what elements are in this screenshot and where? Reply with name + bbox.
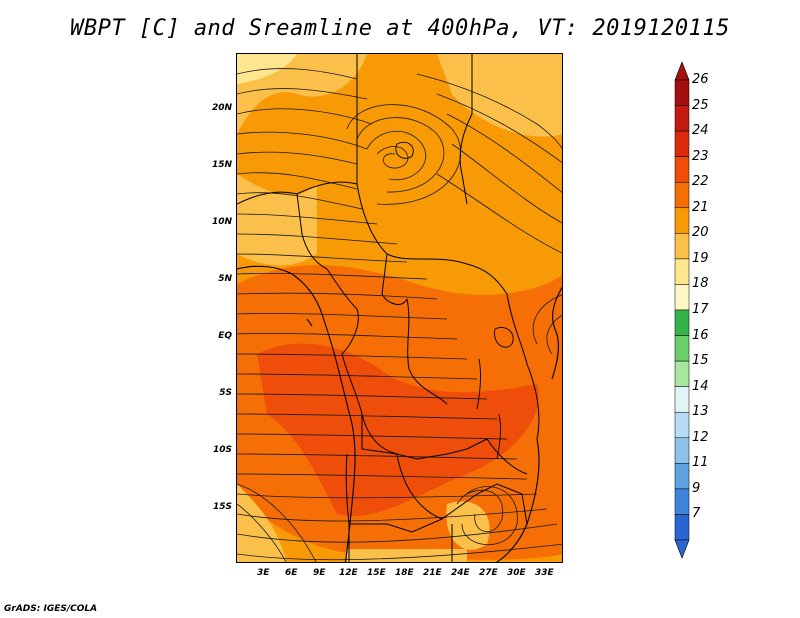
- colorbar-label: 19: [692, 250, 709, 266]
- colorbar-label: 20: [692, 225, 709, 241]
- colorbar-swatch: [674, 181, 690, 209]
- colorbar-label: 25: [692, 97, 709, 113]
- lake-tanganyika: [476, 358, 481, 410]
- band-20-21-ne: [437, 54, 562, 137]
- coastline: [237, 265, 562, 562]
- lakes: [395, 141, 514, 460]
- map-panel: [236, 53, 563, 563]
- colorbar-label: 16: [692, 327, 709, 343]
- lat-label: 15N: [211, 160, 232, 170]
- colorbar-label: 12: [692, 429, 709, 445]
- lat-label: 5S: [219, 388, 232, 398]
- colorbar-label: 13: [692, 404, 709, 420]
- colorbar-label: 14: [692, 378, 709, 394]
- colorbar-swatch: [674, 156, 690, 183]
- colorbar-swatch: [674, 514, 690, 541]
- lon-label: 27E: [479, 568, 498, 578]
- colorbar-label: 24: [692, 123, 709, 139]
- colorbar-label: 9: [692, 480, 701, 496]
- lat-label: 10N: [211, 217, 232, 227]
- band-23-24: [257, 343, 539, 516]
- colorbar-label: 7: [692, 506, 701, 522]
- credit-text: GrADS: IGES/COLA: [4, 604, 98, 614]
- colorbar-swatch: [674, 386, 690, 413]
- band-20-21-s: [347, 549, 467, 562]
- colorbar-label: 23: [692, 148, 709, 164]
- lat-label: EQ: [218, 331, 232, 341]
- colorbar-swatch: [674, 437, 690, 464]
- country-borders: [237, 54, 540, 562]
- colorbar-swatch: [674, 309, 690, 336]
- colorbar-label: 21: [692, 199, 709, 215]
- colorbar-swatch: [674, 488, 690, 515]
- lon-label: 30E: [507, 568, 526, 578]
- colorbar-swatch: [674, 130, 690, 157]
- colorbar-swatch: [674, 335, 690, 362]
- colorbar-swatch: [674, 233, 690, 260]
- colorbar-label: 22: [692, 174, 709, 190]
- colorbar-label: 26: [692, 72, 709, 87]
- colorbar-swatch: [674, 258, 690, 285]
- colorbar-swatch: [674, 105, 690, 132]
- colorbar-swatch: [674, 79, 690, 106]
- band-20-21-se: [446, 501, 490, 550]
- lon-label: 12E: [339, 568, 358, 578]
- colorbar: [674, 61, 690, 559]
- lon-label: 6E: [285, 568, 298, 578]
- colorbar-swatch: [674, 463, 690, 490]
- lon-label: 21E: [423, 568, 442, 578]
- colorbar-top-arrow: [674, 61, 690, 81]
- lat-label: 15S: [212, 502, 232, 512]
- colorbar-swatch: [674, 284, 690, 311]
- colorbar-label: 18: [692, 276, 709, 292]
- colorbar-label: 15: [692, 353, 709, 369]
- colorbar-swatch: [674, 207, 690, 234]
- lat-label: 10S: [212, 445, 232, 455]
- colorbar-label: 17: [692, 302, 709, 317]
- colorbar-swatch: [674, 360, 690, 387]
- lat-label: 5N: [218, 274, 232, 284]
- colorbar-swatch: [674, 411, 690, 439]
- lon-label: 9E: [313, 568, 326, 578]
- map-title: WBPT [C] and Sreamline at 400hPa, VT: 20…: [70, 16, 730, 41]
- lake-victoria: [494, 327, 514, 348]
- lat-label: 20N: [211, 103, 232, 113]
- lon-label: 3E: [257, 568, 270, 578]
- map-canvas: [237, 54, 562, 562]
- colorbar-label: 11: [692, 455, 709, 471]
- wbpt-shading: [237, 54, 562, 562]
- lake-malawi: [496, 413, 501, 460]
- lon-label: 24E: [451, 568, 470, 578]
- streamlines: [237, 68, 562, 562]
- lon-label: 33E: [535, 568, 554, 578]
- lon-label: 18E: [395, 568, 414, 578]
- colorbar-bottom-arrow: [674, 539, 690, 559]
- lon-label: 15E: [367, 568, 386, 578]
- lake-chad: [395, 141, 414, 159]
